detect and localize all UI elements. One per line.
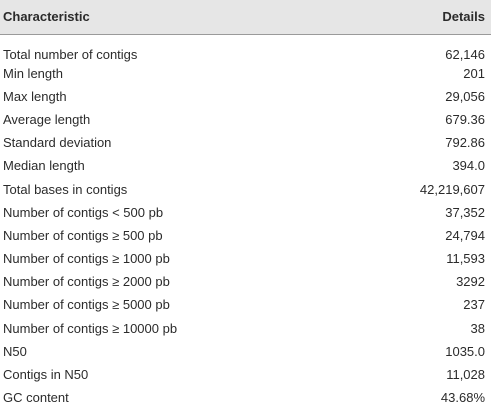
header-cell: Characteristic [3, 9, 90, 25]
header-row: Characteristic Details [0, 0, 491, 34]
characteristic-cell: Median length [3, 158, 85, 174]
table-row: Number of contigs ≥ 1000 pb 11,593 [0, 247, 491, 270]
details-cell: 394.0 [452, 158, 485, 174]
table-row: Total bases in contigs 42,219,607 [0, 177, 491, 200]
table-header: Characteristic Details [0, 0, 491, 34]
table-row: Number of contigs ≥ 10000 pb 38 [0, 317, 491, 340]
characteristic-cell: Total bases in contigs [3, 181, 128, 197]
table-row: Number of contigs < 500 pb 37,352 [0, 201, 491, 224]
table-row: Standard deviation 792.86 [0, 131, 491, 154]
details-cell: 3292 [456, 274, 485, 290]
details-cell: 24,794 [445, 227, 485, 243]
table-row: Max length 29,056 [0, 85, 491, 108]
table-row: Min length 201 [0, 62, 491, 85]
details-cell: 38 [470, 320, 485, 336]
characteristic-cell: Number of contigs < 500 pb [3, 204, 164, 220]
characteristic-cell: Standard deviation [3, 135, 112, 151]
table-row: Median length 394.0 [0, 154, 491, 177]
characteristic-cell: Total number of contigs [3, 46, 138, 62]
details-cell: 1035.0 [445, 343, 485, 359]
details-cell: 679.36 [445, 111, 485, 127]
header-cell: Details [442, 9, 485, 25]
details-cell: 62,146 [445, 46, 485, 62]
characteristic-cell: Number of contigs ≥ 10000 pb [3, 320, 178, 336]
details-cell: 37,352 [445, 204, 485, 220]
table-row: Average length 679.36 [0, 108, 491, 131]
details-cell: 29,056 [445, 88, 485, 104]
details-cell: 792.86 [445, 135, 485, 151]
characteristic-cell: GC content [3, 390, 69, 406]
table-row: Number of contigs ≥ 2000 pb 3292 [0, 270, 491, 293]
table-row: GC content 43.68% [0, 386, 491, 409]
characteristic-cell: N50 [3, 343, 27, 359]
characteristic-cell: Min length [3, 65, 63, 81]
table-row: Number of contigs ≥ 500 pb 24,794 [0, 224, 491, 247]
characteristic-cell: Number of contigs ≥ 5000 pb [3, 297, 170, 313]
details-cell: 11,028 [446, 367, 485, 383]
details-cell: 201 [463, 65, 485, 81]
details-cell: 11,593 [446, 251, 485, 267]
details-cell: 42,219,607 [419, 181, 485, 197]
characteristic-cell: Number of contigs ≥ 2000 pb [3, 274, 170, 290]
characteristic-cell: Number of contigs ≥ 500 pb [3, 227, 163, 243]
details-cell: 43.68% [440, 390, 485, 406]
characteristic-cell: Number of contigs ≥ 1000 pb [3, 251, 170, 267]
table-row: Contigs in N50 11,028 [0, 363, 491, 386]
details-cell: 237 [463, 297, 485, 313]
table-row: Total number of contigs 62,146 [0, 34, 491, 62]
characteristic-cell: Contigs in N50 [3, 367, 89, 383]
table-body: Total number of contigs 62,146 Min length 2… [0, 34, 491, 409]
table-row: Number of contigs ≥ 5000 pb 237 [0, 293, 491, 316]
characteristic-cell: Max length [3, 88, 67, 104]
table-row: N50 1035.0 [0, 340, 491, 363]
characteristic-cell: Average length [3, 111, 91, 127]
